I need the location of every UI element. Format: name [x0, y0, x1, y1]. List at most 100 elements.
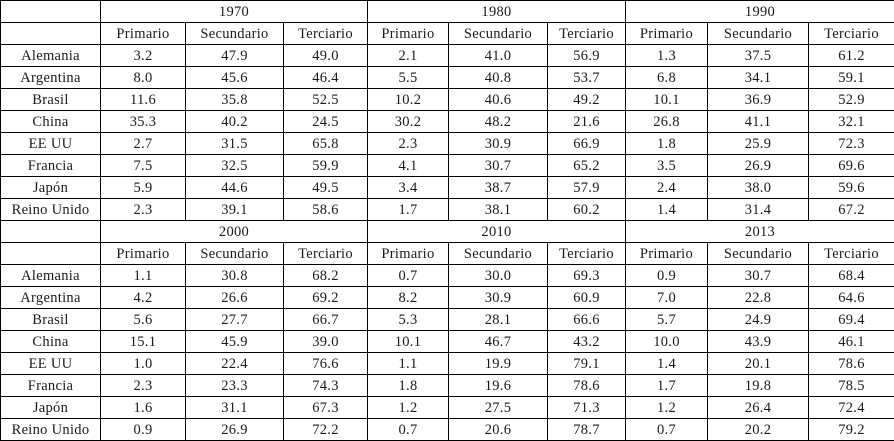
value-cell: 60.2	[548, 199, 626, 221]
value-cell: 49.2	[548, 89, 626, 111]
value-cell: 38.7	[449, 177, 548, 199]
value-cell: 32.5	[186, 155, 284, 177]
value-cell: 11.6	[101, 89, 186, 111]
corner-cell	[1, 221, 101, 243]
value-cell: 78.7	[548, 419, 626, 441]
value-cell: 2.4	[626, 177, 708, 199]
value-cell: 10.1	[626, 89, 708, 111]
corner-cell	[1, 23, 101, 45]
value-cell: 30.0	[449, 265, 548, 287]
sector-header-secundario: Secundario	[708, 23, 809, 45]
sector-header-primario: Primario	[101, 243, 186, 265]
value-cell: 72.2	[284, 419, 368, 441]
value-cell: 26.9	[708, 155, 809, 177]
value-cell: 1.7	[368, 199, 449, 221]
sector-header-terciario: Terciario	[809, 23, 894, 45]
value-cell: 40.6	[449, 89, 548, 111]
value-cell: 66.9	[548, 133, 626, 155]
value-cell: 43.2	[548, 331, 626, 353]
value-cell: 45.6	[186, 67, 284, 89]
country-label: Brasil	[1, 309, 101, 331]
value-cell: 68.2	[284, 265, 368, 287]
value-cell: 1.8	[368, 375, 449, 397]
value-cell: 78.5	[809, 375, 894, 397]
value-cell: 41.0	[449, 45, 548, 67]
value-cell: 1.8	[626, 133, 708, 155]
value-cell: 19.8	[708, 375, 809, 397]
value-cell: 45.9	[186, 331, 284, 353]
value-cell: 49.0	[284, 45, 368, 67]
value-cell: 31.5	[186, 133, 284, 155]
country-label: China	[1, 331, 101, 353]
year-header-2013: 2013	[626, 221, 894, 243]
value-cell: 27.5	[449, 397, 548, 419]
sector-header-terciario: Terciario	[809, 243, 894, 265]
value-cell: 47.9	[186, 45, 284, 67]
value-cell: 36.9	[708, 89, 809, 111]
value-cell: 6.8	[626, 67, 708, 89]
value-cell: 40.2	[186, 111, 284, 133]
value-cell: 57.9	[548, 177, 626, 199]
value-cell: 26.6	[186, 287, 284, 309]
value-cell: 23.3	[186, 375, 284, 397]
value-cell: 31.1	[186, 397, 284, 419]
value-cell: 3.4	[368, 177, 449, 199]
country-label: Japón	[1, 397, 101, 419]
value-cell: 48.2	[449, 111, 548, 133]
value-cell: 41.1	[708, 111, 809, 133]
sector-header-terciario: Terciario	[284, 23, 368, 45]
value-cell: 20.6	[449, 419, 548, 441]
value-cell: 10.1	[368, 331, 449, 353]
value-cell: 1.6	[101, 397, 186, 419]
value-cell: 59.9	[284, 155, 368, 177]
value-cell: 7.0	[626, 287, 708, 309]
value-cell: 52.5	[284, 89, 368, 111]
sector-header-terciario: Terciario	[284, 243, 368, 265]
sector-header-primario: Primario	[626, 243, 708, 265]
value-cell: 38.0	[708, 177, 809, 199]
value-cell: 0.9	[626, 265, 708, 287]
year-header-1970: 1970	[101, 1, 368, 23]
sector-header-primario: Primario	[368, 243, 449, 265]
value-cell: 1.4	[626, 199, 708, 221]
value-cell: 69.6	[809, 155, 894, 177]
value-cell: 19.6	[449, 375, 548, 397]
value-cell: 19.9	[449, 353, 548, 375]
value-cell: 0.9	[101, 419, 186, 441]
value-cell: 60.9	[548, 287, 626, 309]
value-cell: 20.1	[708, 353, 809, 375]
value-cell: 69.2	[284, 287, 368, 309]
value-cell: 3.5	[626, 155, 708, 177]
value-cell: 32.1	[809, 111, 894, 133]
country-label: Reino Unido	[1, 419, 101, 441]
sector-header-secundario: Secundario	[186, 243, 284, 265]
year-header-2000: 2000	[101, 221, 368, 243]
value-cell: 1.2	[368, 397, 449, 419]
value-cell: 72.4	[809, 397, 894, 419]
country-label: Brasil	[1, 89, 101, 111]
sector-header-terciario: Terciario	[548, 23, 626, 45]
value-cell: 4.2	[101, 287, 186, 309]
value-cell: 78.6	[809, 353, 894, 375]
sector-header-primario: Primario	[101, 23, 186, 45]
value-cell: 5.3	[368, 309, 449, 331]
value-cell: 5.7	[626, 309, 708, 331]
value-cell: 26.8	[626, 111, 708, 133]
value-cell: 25.9	[708, 133, 809, 155]
value-cell: 67.3	[284, 397, 368, 419]
value-cell: 43.9	[708, 331, 809, 353]
value-cell: 69.3	[548, 265, 626, 287]
country-label: EE UU	[1, 133, 101, 155]
country-label: Francia	[1, 375, 101, 397]
value-cell: 79.2	[809, 419, 894, 441]
country-label: Argentina	[1, 287, 101, 309]
sector-header-terciario: Terciario	[548, 243, 626, 265]
